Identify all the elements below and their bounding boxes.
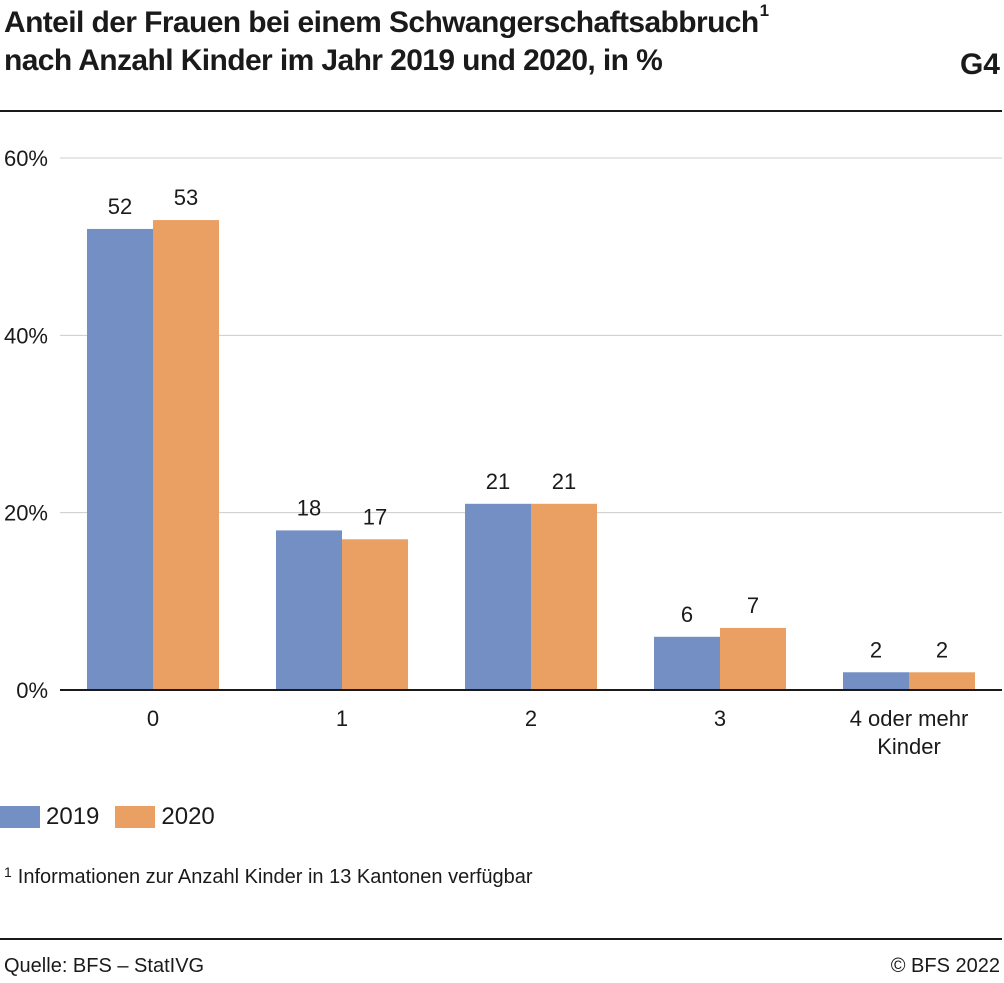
source-note: Quelle: BFS – StatIVG [4,955,205,977]
chart-title-text-2: nach Anzahl Kinder im Jahr 2019 und 2020… [4,44,663,78]
value-label-2020-4: 2 [936,637,948,662]
value-label-2019-1: 18 [297,495,321,520]
title-footnote-marker: 1 [759,1,769,20]
bar-2020-0 [153,220,219,691]
y-tick-label: 40% [4,323,48,348]
bar-2020-4 [909,672,975,690]
value-labels: 52 53 18 17 21 21 6 7 2 2 [108,185,948,662]
chart-title-block: Anteil der Frauen bei einem Schwangersch… [4,1,1000,81]
legend-swatch-2019 [0,806,40,828]
x-tick-label: 1 [336,706,348,731]
value-label-2020-2: 21 [552,469,576,494]
bar-2020-1 [342,539,408,690]
chart-title-line-2: nach Anzahl Kinder im Jahr 2019 und 2020… [4,42,1000,80]
legend-label-2019: 2019 [46,803,100,830]
chart-title-line-1: Anteil der Frauen bei einem Schwangersch… [4,1,1000,42]
top-divider [0,110,1002,112]
legend-item-2019: 2019 [0,803,99,831]
value-label-2020-0: 53 [174,185,198,210]
value-label-2020-3: 7 [747,593,759,618]
x-tick-label: 4 oder mehr Kinder [850,706,969,759]
bar-2019-4 [843,672,909,690]
chart-title-text-1: Anteil der Frauen bei einem Schwangersch… [4,6,759,39]
x-tick-label: 3 [714,706,726,731]
y-tick-label: 20% [4,501,48,526]
y-axis-tick-labels: 0% 20% 40% 60% [4,146,48,703]
bar-2020-2 [531,503,597,690]
x-tick-label: 0 [147,706,159,731]
footnote: 1 Informationen zur Anzahl Kinder in 13 K… [4,864,533,889]
legend-label-2020: 2020 [161,803,215,830]
copyright-note: © BFS 2022 [890,955,1000,977]
y-tick-label: 0% [16,678,48,703]
bar-chart: 0% 20% 40% 60% 52 53 18 17 21 21 6 7 2 2 0 1 2 3 4 oder … [4,146,1002,759]
bar-2020-3 [720,627,786,690]
bar-2019-1 [276,530,342,690]
bottom-divider [0,938,1002,940]
y-tick-label: 60% [4,146,48,171]
footnote-text: Informationen zur Anzahl Kinder in 13 Ka… [17,866,533,888]
value-label-2019-3: 6 [681,602,693,627]
value-label-2019-2: 21 [486,469,510,494]
value-label-2019-4: 2 [870,637,882,662]
bars [87,220,975,691]
legend-item-2020: 2020 [115,803,215,831]
footnote-marker: 1 [4,864,12,880]
figure-id: G4 [959,48,1000,81]
bar-2019-2 [465,503,531,690]
bar-2019-0 [87,228,153,690]
bar-2019-3 [654,636,720,690]
legend: 2019 2020 [0,803,231,831]
x-tick-label: 2 [525,706,537,731]
value-label-2020-1: 17 [363,504,387,529]
value-label-2019-0: 52 [108,194,132,219]
legend-swatch-2020 [115,806,156,828]
x-axis-tick-labels: 0 1 2 3 4 oder mehr Kinder [147,706,968,759]
